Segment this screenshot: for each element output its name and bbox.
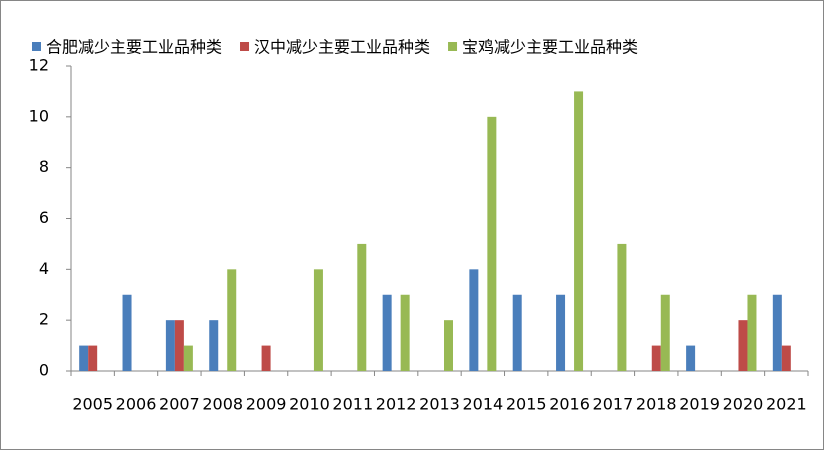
y-tick-label: 4: [39, 259, 49, 278]
legend-label: 合肥减少主要工业品种类: [46, 38, 222, 57]
bar: [686, 345, 696, 371]
x-tick-label: 2018: [636, 395, 677, 414]
bar: [487, 116, 497, 371]
bar: [165, 320, 175, 371]
bar: [79, 345, 89, 371]
x-tick-label: 2019: [679, 395, 720, 414]
bar: [781, 345, 791, 371]
x-tick-label: 2017: [593, 395, 634, 414]
x-tick-label: 2008: [202, 395, 243, 414]
legend-label: 汉中减少主要工业品种类: [254, 38, 430, 57]
y-tick-label: 8: [39, 157, 49, 176]
bar: [122, 294, 132, 371]
y-tick-label: 10: [29, 106, 49, 125]
bar: [261, 345, 271, 371]
bar: [617, 243, 627, 371]
bar: [556, 294, 566, 371]
legend-label: 宝鸡减少主要工业品种类: [462, 38, 638, 57]
bar: [738, 320, 748, 371]
bar: [660, 294, 670, 371]
legend-swatch: [448, 42, 458, 51]
bar: [469, 269, 479, 371]
x-tick-label: 2014: [462, 395, 503, 414]
bar: [209, 320, 219, 371]
bar: [772, 294, 782, 371]
bar: [88, 345, 98, 371]
x-tick-label: 2005: [72, 395, 113, 414]
bar: [174, 320, 184, 371]
bar: [400, 294, 410, 371]
bar: [313, 269, 323, 371]
bar: [227, 269, 237, 371]
x-tick-label: 2015: [506, 395, 547, 414]
x-tick-label: 2021: [766, 395, 807, 414]
bar: [651, 345, 661, 371]
bar: [512, 294, 522, 371]
bar: [357, 243, 367, 371]
y-tick-label: 12: [29, 56, 49, 75]
legend-swatch: [240, 42, 250, 51]
x-tick-label: 2016: [549, 395, 590, 414]
y-tick-label: 0: [39, 361, 49, 380]
y-tick-label: 2: [39, 310, 49, 329]
x-tick-label: 2006: [116, 395, 157, 414]
bar: [444, 320, 453, 371]
x-tick-label: 2010: [289, 395, 330, 414]
x-tick-label: 2011: [332, 395, 373, 414]
x-tick-label: 2013: [419, 395, 460, 414]
x-tick-label: 2007: [159, 395, 200, 414]
x-tick-label: 2012: [376, 395, 417, 414]
bar: [747, 294, 757, 371]
legend-swatch: [32, 42, 41, 51]
y-tick-label: 6: [39, 208, 49, 227]
x-tick-label: 2009: [246, 395, 287, 414]
x-tick-label: 2020: [723, 395, 764, 414]
bar: [574, 91, 584, 372]
bar: [183, 345, 193, 371]
bar: [382, 294, 392, 371]
